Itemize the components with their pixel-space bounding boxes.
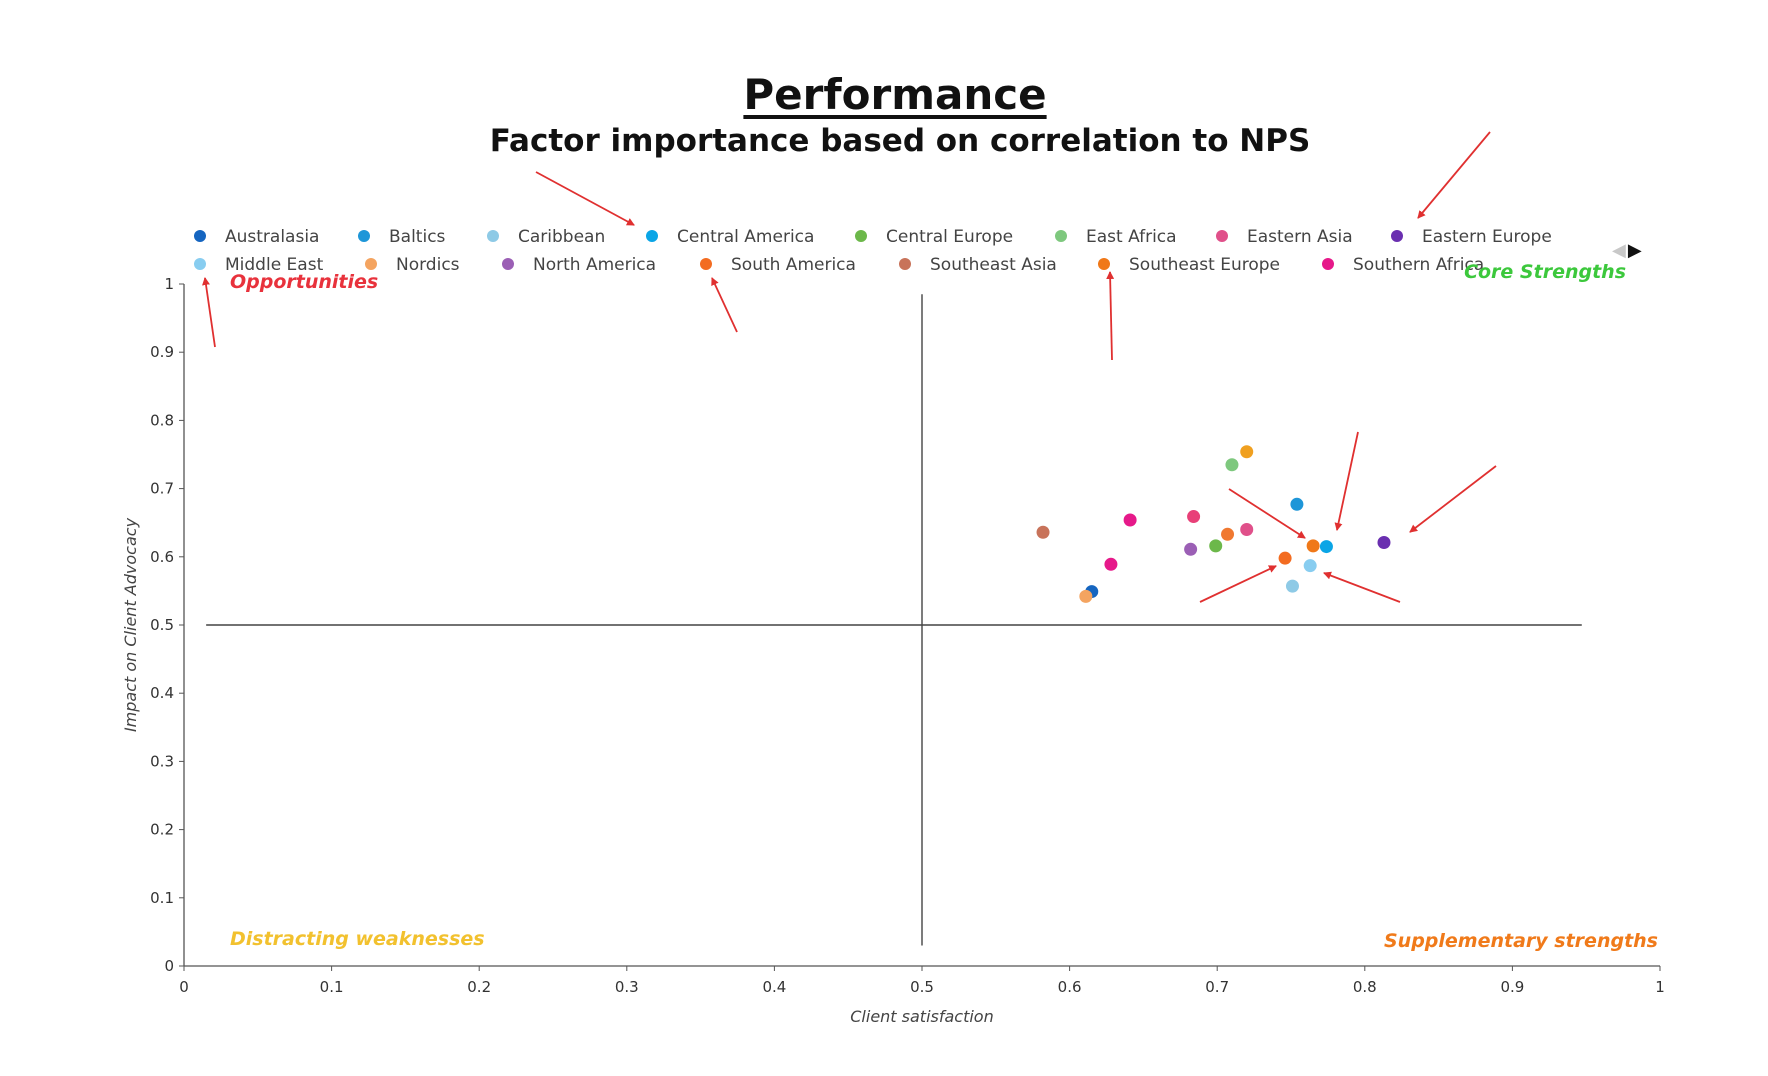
legend-marker bbox=[899, 258, 911, 270]
annotation-arrow bbox=[711, 277, 738, 333]
x-axis-label: Client satisfaction bbox=[850, 1007, 993, 1026]
annotation-arrow bbox=[1334, 431, 1359, 531]
data-point bbox=[1303, 559, 1317, 573]
legend-marker bbox=[502, 258, 514, 270]
legend-label: Central Europe bbox=[886, 227, 1013, 247]
y-tick-label: 0.2 bbox=[150, 821, 174, 839]
legend-label: Southern Africa bbox=[1353, 255, 1484, 275]
legend-marker bbox=[358, 230, 370, 242]
legend-marker bbox=[1322, 258, 1334, 270]
annotation-arrow bbox=[535, 171, 635, 226]
data-point bbox=[1079, 589, 1093, 603]
legend-label: East Africa bbox=[1086, 227, 1177, 247]
x-tick-label: 0.6 bbox=[1058, 978, 1082, 996]
legend-label: Middle East bbox=[225, 255, 324, 275]
annotation-arrow bbox=[202, 277, 216, 348]
legend-label: Central America bbox=[677, 227, 814, 247]
annotation-arrow bbox=[1228, 488, 1306, 539]
x-tick-label: 0.4 bbox=[762, 978, 786, 996]
y-tick-label: 0.6 bbox=[150, 548, 174, 566]
legend-label: Caribbean bbox=[518, 227, 605, 247]
legend-marker bbox=[365, 258, 377, 270]
legend-marker bbox=[1098, 258, 1110, 270]
legend-marker bbox=[1391, 230, 1403, 242]
y-tick-label: 0.1 bbox=[150, 889, 174, 907]
quadrant-label: Supplementary strengths bbox=[1384, 930, 1658, 952]
annotation-arrow bbox=[1323, 571, 1401, 603]
legend-marker bbox=[1216, 230, 1228, 242]
legend-marker bbox=[1055, 230, 1067, 242]
data-point bbox=[1278, 551, 1292, 565]
legend-label: Eastern Europe bbox=[1422, 227, 1552, 247]
y-tick-label: 0.7 bbox=[150, 480, 174, 498]
legend-pagination: ◀ ▶ bbox=[1612, 240, 1642, 261]
y-tick-label: 0 bbox=[164, 957, 174, 975]
data-point bbox=[1240, 523, 1254, 537]
data-point bbox=[1123, 513, 1137, 527]
data-point bbox=[1187, 510, 1201, 524]
legend-label: Southeast Asia bbox=[930, 255, 1057, 275]
x-tick-label: 1 bbox=[1655, 978, 1665, 996]
legend-marker bbox=[646, 230, 658, 242]
legend-label: Eastern Asia bbox=[1247, 227, 1353, 247]
data-point bbox=[1036, 525, 1050, 539]
annotation-arrow bbox=[1409, 465, 1497, 533]
data-point bbox=[1104, 557, 1118, 571]
x-tick-label: 0.3 bbox=[615, 978, 639, 996]
legend-label: Southeast Europe bbox=[1129, 255, 1280, 275]
legend-marker bbox=[487, 230, 499, 242]
annotation-arrow bbox=[1199, 565, 1277, 603]
legend-label: Australasia bbox=[225, 227, 319, 247]
data-point bbox=[1285, 579, 1299, 593]
legend-label: South America bbox=[731, 255, 856, 275]
x-tick-label: 0.2 bbox=[467, 978, 491, 996]
x-tick-label: 0.8 bbox=[1353, 978, 1377, 996]
legend-marker bbox=[194, 258, 206, 270]
y-tick-label: 0.5 bbox=[150, 616, 174, 634]
y-axis-label: Impact on Client Advocacy bbox=[121, 517, 140, 732]
legend-marker bbox=[855, 230, 867, 242]
y-tick-label: 1 bbox=[164, 275, 174, 293]
quadrant-label: Core Strengths bbox=[1464, 261, 1626, 283]
x-tick-label: 0.9 bbox=[1500, 978, 1524, 996]
x-tick-label: 0.5 bbox=[910, 978, 934, 996]
legend-marker bbox=[700, 258, 712, 270]
annotation-arrow bbox=[1106, 271, 1115, 361]
data-point bbox=[1377, 535, 1391, 549]
y-tick-label: 0.3 bbox=[150, 752, 174, 770]
quadrant-label: Distracting weaknesses bbox=[230, 928, 485, 950]
x-tick-label: 0 bbox=[179, 978, 189, 996]
legend-label: Baltics bbox=[389, 227, 446, 247]
y-tick-label: 0.4 bbox=[150, 684, 174, 702]
data-point bbox=[1221, 527, 1235, 541]
data-point bbox=[1225, 458, 1239, 472]
legend-label: North America bbox=[533, 255, 656, 275]
data-point bbox=[1240, 445, 1254, 459]
data-point bbox=[1319, 540, 1333, 554]
data-point bbox=[1290, 497, 1304, 511]
chart-title: Performance bbox=[743, 70, 1047, 119]
x-tick-label: 0.1 bbox=[320, 978, 344, 996]
legend-next-icon[interactable]: ▶ bbox=[1627, 240, 1642, 261]
x-tick-label: 0.7 bbox=[1205, 978, 1229, 996]
y-tick-label: 0.8 bbox=[150, 411, 174, 429]
legend-prev-icon[interactable]: ◀ bbox=[1612, 240, 1626, 261]
y-tick-label: 0.9 bbox=[150, 343, 174, 361]
chart-subtitle: Factor importance based on correlation t… bbox=[489, 123, 1311, 159]
legend-marker bbox=[194, 230, 206, 242]
data-point bbox=[1306, 539, 1320, 553]
quadrant-label: Opportunities bbox=[230, 271, 378, 293]
data-point bbox=[1184, 542, 1198, 556]
legend-label: Nordics bbox=[396, 255, 460, 275]
annotation-arrow bbox=[1417, 131, 1491, 219]
data-point bbox=[1209, 539, 1223, 553]
